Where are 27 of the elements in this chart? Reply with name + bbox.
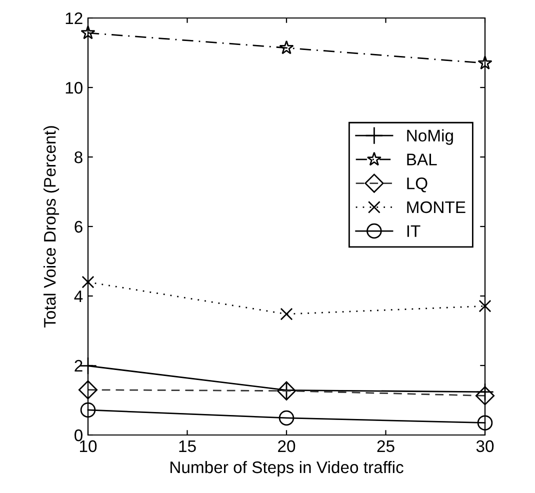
y-tick-label: 4 — [74, 290, 83, 302]
point — [280, 308, 293, 320]
legend-label: NoMig — [407, 129, 453, 145]
point — [278, 410, 294, 426]
x-tick-label: 20 — [278, 440, 296, 452]
point — [477, 415, 493, 430]
x-tick-label: 30 — [476, 440, 494, 452]
y-tick-label: 12 — [66, 12, 82, 24]
y-tick-label: 0 — [74, 429, 82, 442]
y-axis-title: Total Voice Drops (Percent) — [44, 126, 60, 328]
legend-label: BAL — [407, 154, 437, 166]
point — [478, 300, 492, 312]
legend-label: LQ — [407, 177, 428, 192]
point — [80, 25, 96, 40]
point — [279, 40, 294, 54]
legend-label: IT — [407, 225, 420, 237]
y-tick-label: 6 — [74, 220, 82, 233]
point — [82, 276, 94, 288]
y-tick-label: 10 — [66, 82, 82, 94]
x-tick-label: 15 — [179, 440, 196, 452]
point — [80, 402, 96, 418]
y-tick-label: 2 — [74, 360, 82, 372]
x-tick-label: 25 — [377, 440, 394, 452]
point — [478, 56, 492, 70]
legend-label: MONTE — [407, 201, 466, 214]
x-axis-title: Number of Steps in Video traffic — [170, 460, 404, 476]
y-tick-label: 8 — [74, 151, 82, 164]
